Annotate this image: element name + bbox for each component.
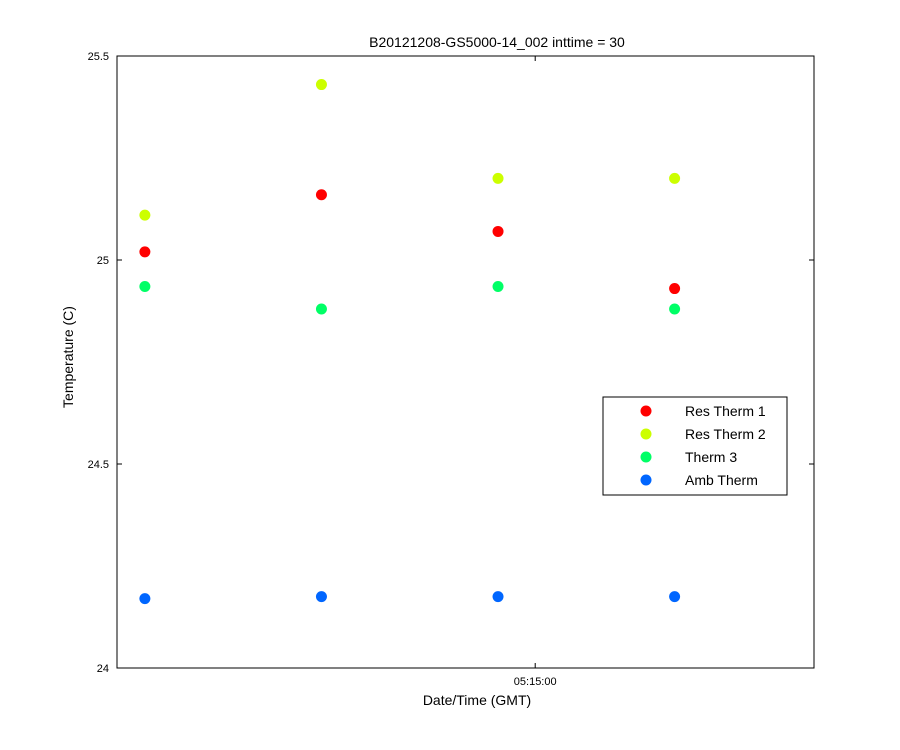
- legend-marker: [640, 474, 652, 486]
- y-axis-label: Temperature (C): [60, 306, 76, 408]
- y-tick-label: 25: [97, 255, 109, 267]
- legend-label: Res Therm 1: [685, 403, 766, 419]
- x-axis-label: Date/Time (GMT): [423, 692, 531, 708]
- data-point: [139, 209, 151, 221]
- data-point: [492, 591, 504, 603]
- legend-label: Therm 3: [685, 449, 737, 465]
- legend-label: Amb Therm: [685, 472, 758, 488]
- y-tick-label: 25.5: [88, 51, 109, 63]
- legend-marker: [640, 405, 652, 417]
- x-tick-label: 05:15:00: [514, 676, 557, 688]
- chart-title: B20121208-GS5000-14_002 inttime = 30: [369, 34, 625, 50]
- data-point: [492, 225, 504, 237]
- data-point: [139, 593, 151, 605]
- y-tick-label: 24: [97, 663, 109, 675]
- data-point: [669, 283, 681, 295]
- data-point: [315, 303, 327, 315]
- legend-marker: [640, 451, 652, 463]
- data-point: [669, 303, 681, 315]
- data-point: [315, 79, 327, 91]
- data-point: [669, 591, 681, 603]
- data-point: [315, 189, 327, 201]
- data-point: [315, 591, 327, 603]
- data-point: [669, 172, 681, 184]
- data-points: [139, 79, 681, 605]
- data-point: [492, 172, 504, 184]
- plot-area-frame: [116, 55, 815, 669]
- legend-label: Res Therm 2: [685, 426, 766, 442]
- legend-box: [602, 396, 788, 496]
- legend-marker: [640, 428, 652, 440]
- data-point: [139, 281, 151, 293]
- y-axis: 24 24.5 25 25.5: [88, 51, 814, 675]
- data-point: [139, 246, 151, 258]
- legend: Res Therm 1 Res Therm 2 Therm 3 Amb Therm: [602, 396, 788, 496]
- y-tick-label: 24.5: [88, 459, 109, 471]
- data-point: [492, 281, 504, 293]
- x-axis: 05:15:00: [514, 56, 557, 688]
